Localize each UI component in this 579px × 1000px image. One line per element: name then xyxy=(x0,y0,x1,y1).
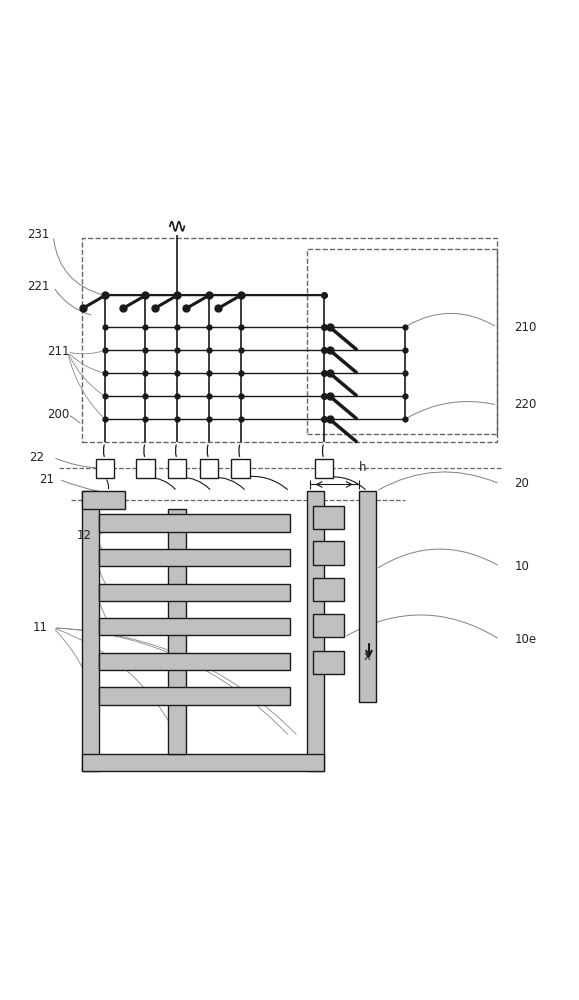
Bar xyxy=(100,584,290,601)
Bar xyxy=(231,459,250,478)
Text: 220: 220 xyxy=(514,398,537,411)
Bar xyxy=(100,687,290,705)
Bar xyxy=(200,459,218,478)
Bar xyxy=(136,459,155,478)
Bar xyxy=(82,491,100,771)
Bar xyxy=(82,238,497,442)
Bar xyxy=(82,754,324,771)
Text: 10: 10 xyxy=(514,560,529,573)
Bar xyxy=(100,549,290,566)
Bar xyxy=(307,249,497,434)
Bar xyxy=(96,459,114,478)
Bar xyxy=(100,514,290,532)
Bar xyxy=(82,491,125,509)
Bar xyxy=(313,651,345,674)
Bar xyxy=(100,653,290,670)
Text: 231: 231 xyxy=(27,228,50,241)
Bar xyxy=(168,459,186,478)
Text: x: x xyxy=(363,650,370,663)
Bar xyxy=(315,459,334,478)
Text: 20: 20 xyxy=(514,477,529,490)
Text: 11: 11 xyxy=(33,621,48,634)
Text: 12: 12 xyxy=(76,529,91,542)
Text: h: h xyxy=(358,461,366,474)
Text: 22: 22 xyxy=(29,451,44,464)
Bar xyxy=(313,541,345,565)
Bar xyxy=(313,578,345,601)
Bar xyxy=(313,506,345,529)
Text: 200: 200 xyxy=(47,408,69,421)
Bar xyxy=(168,509,186,754)
Text: 21: 21 xyxy=(39,473,54,486)
Bar xyxy=(358,491,376,702)
Bar xyxy=(313,614,345,637)
Text: 210: 210 xyxy=(514,321,537,334)
Text: 221: 221 xyxy=(27,280,50,293)
Bar xyxy=(307,491,324,771)
Text: 10e: 10e xyxy=(514,633,536,646)
Text: 211: 211 xyxy=(47,345,70,358)
Bar xyxy=(100,618,290,635)
